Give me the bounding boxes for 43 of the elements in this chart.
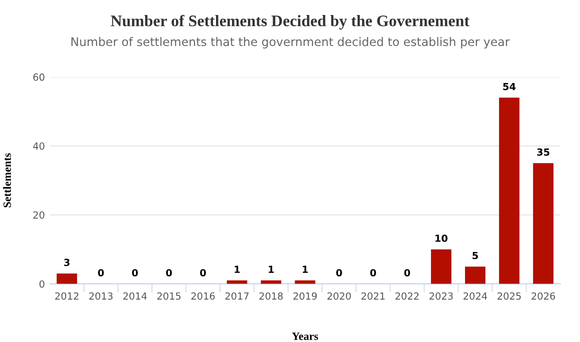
- x-tick-label: 2019: [293, 292, 317, 300]
- x-tick-label: 2013: [89, 292, 113, 300]
- x-tick-label: 2025: [498, 292, 521, 300]
- data-label: 0: [166, 269, 172, 276]
- data-label: 0: [98, 269, 104, 276]
- y-tick-label: 40: [33, 142, 44, 150]
- data-label: 0: [336, 269, 342, 276]
- x-tick-label: 2020: [327, 292, 351, 300]
- data-label: 10: [436, 234, 448, 242]
- data-label: 0: [132, 269, 138, 276]
- chart-title: Number of Settlements Decided by the Governement: [110, 14, 470, 30]
- data-label: 35: [537, 148, 550, 156]
- data-label: 1: [302, 266, 308, 273]
- x-tick-label: 2021: [361, 292, 385, 300]
- x-tick-label: 2024: [464, 292, 488, 300]
- x-axis-title: Years: [292, 332, 318, 340]
- data-label: 1: [268, 266, 274, 273]
- data-label: 54: [503, 82, 516, 90]
- x-tick-label: 2014: [123, 292, 147, 300]
- x-tick-label: 2023: [430, 292, 453, 300]
- x-tick-label: 2022: [396, 292, 419, 300]
- bar: [499, 98, 520, 284]
- x-tick-label: 2012: [55, 292, 78, 300]
- y-tick-label: 60: [33, 73, 44, 81]
- data-label: 0: [370, 269, 376, 276]
- x-tick-label: 2026: [532, 292, 556, 300]
- data-label: 0: [404, 269, 410, 276]
- y-tick-label: 0: [39, 280, 44, 288]
- bar: [56, 274, 78, 284]
- x-tick-label: 2017: [225, 292, 249, 300]
- x-tick-label: 2015: [157, 292, 180, 300]
- bar: [430, 249, 452, 284]
- data-label: 0: [200, 269, 206, 276]
- x-tick-label: 2018: [259, 292, 283, 300]
- y-tick-label: 20: [33, 211, 44, 219]
- data-label: 5: [472, 252, 478, 260]
- bar: [533, 163, 554, 284]
- data-label: 3: [64, 258, 70, 266]
- x-tick-label: 2016: [191, 292, 215, 300]
- data-label: 1: [234, 266, 240, 273]
- y-axis-title: Settlements: [3, 153, 11, 208]
- bar: [465, 266, 486, 284]
- chart-subtitle: Number of settlements that the government decided to establish per year: [71, 37, 510, 48]
